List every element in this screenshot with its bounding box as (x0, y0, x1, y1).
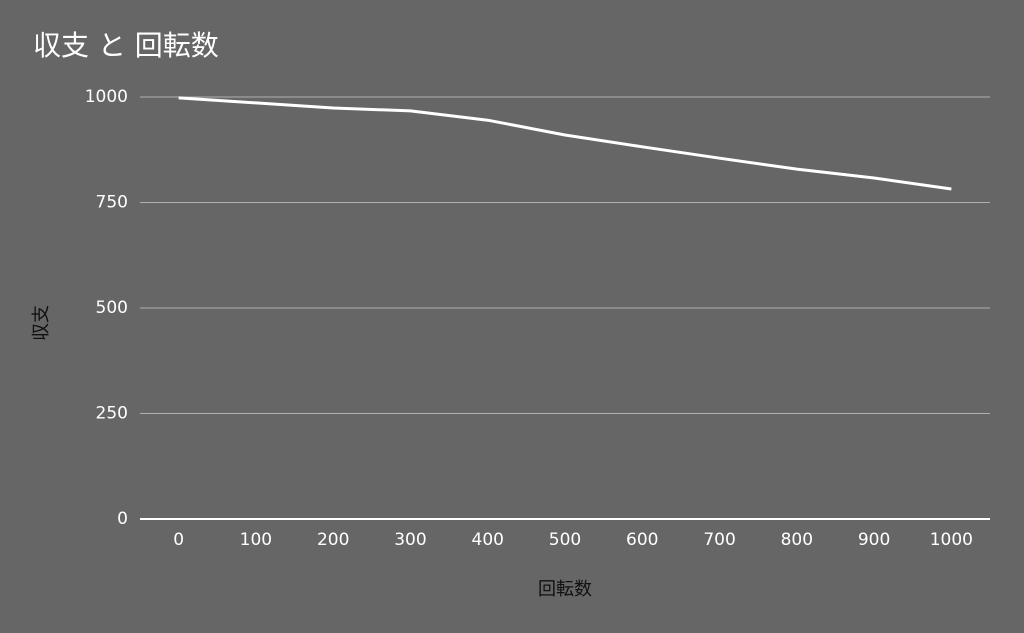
x-tick-label: 1000 (930, 530, 973, 550)
line (178, 96, 952, 191)
x-tick-label: 500 (549, 530, 581, 550)
x-tick-label: 0 (173, 530, 184, 550)
x-tick-label: 700 (703, 530, 735, 550)
x-axis-title: 回転数 (538, 579, 592, 600)
x-tick-label: 600 (626, 530, 658, 550)
chart-title: 収支 と 回転数 (33, 29, 219, 62)
y-tick-label: 1000 (85, 87, 128, 107)
y-tick-label: 750 (96, 193, 128, 213)
x-tick-label: 900 (858, 530, 890, 550)
x-tick-label: 400 (472, 530, 504, 550)
y-axis-title: 収支 (31, 305, 52, 341)
x-tick-label: 200 (317, 530, 349, 550)
x-tick-label: 800 (781, 530, 813, 550)
y-tick-label: 250 (96, 404, 128, 424)
x-tick-label: 100 (240, 530, 272, 550)
y-tick-label: 500 (96, 298, 128, 318)
x-tick-label: 300 (394, 530, 426, 550)
y-tick-label: 0 (117, 509, 128, 529)
